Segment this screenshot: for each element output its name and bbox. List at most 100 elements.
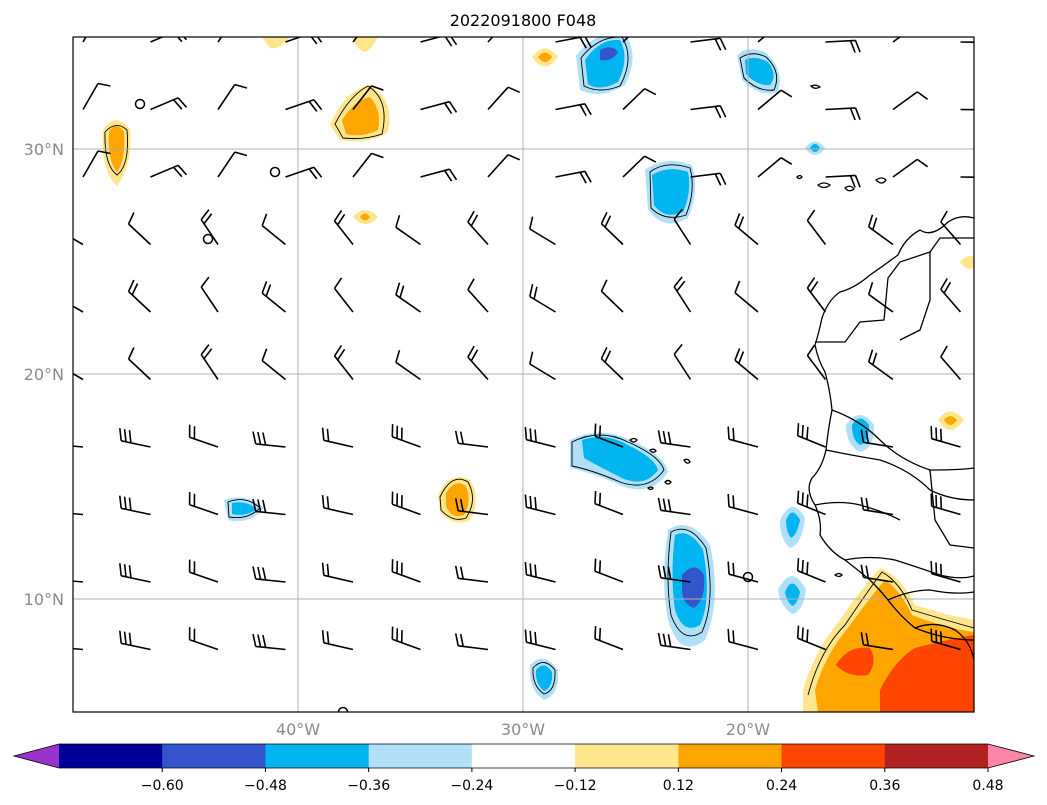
wind-barb bbox=[806, 344, 827, 380]
wind-barb bbox=[119, 428, 151, 448]
coastlines bbox=[134, 84, 974, 712]
wind-barb bbox=[395, 214, 421, 246]
wind-barb bbox=[217, 151, 248, 178]
neg-area-3-core bbox=[652, 169, 690, 215]
colorbar-extend-high bbox=[988, 744, 1034, 768]
wind-barb bbox=[657, 497, 691, 516]
wind-barb bbox=[188, 559, 219, 583]
wind-barb bbox=[252, 633, 286, 651]
lon-label-20w: 20°W bbox=[726, 720, 770, 739]
wind-barb bbox=[420, 100, 458, 115]
wind-barb bbox=[930, 561, 961, 583]
colorbar-tick-label: 0.48 bbox=[972, 778, 1003, 794]
wind-barb bbox=[352, 85, 384, 110]
wind-barb bbox=[796, 558, 826, 583]
colorbar-segment bbox=[575, 744, 679, 768]
colorbar-segment bbox=[265, 744, 370, 768]
wind-barb bbox=[321, 562, 354, 583]
wind-barb bbox=[261, 281, 287, 313]
wind-barb bbox=[622, 37, 630, 43]
colorbar-segment bbox=[368, 744, 473, 768]
colorbar-segment bbox=[678, 744, 783, 768]
wind-barb bbox=[395, 349, 421, 381]
wind-barb bbox=[825, 174, 861, 188]
colorbar-tick-label: −0.12 bbox=[554, 778, 597, 794]
lon-label-30w: 30°W bbox=[501, 720, 545, 739]
wind-barb bbox=[391, 424, 421, 448]
wind-barb bbox=[150, 37, 188, 43]
wind-barb bbox=[529, 284, 556, 313]
wind-barb bbox=[321, 427, 354, 448]
wind-barb bbox=[960, 176, 974, 179]
wind-barb bbox=[860, 497, 894, 516]
wind-barb bbox=[796, 423, 826, 448]
lat-label-30n: 30°N bbox=[24, 140, 64, 159]
wind-barb bbox=[188, 492, 219, 516]
wind-barb bbox=[352, 152, 384, 178]
colorbar-tick-label: 0.24 bbox=[766, 778, 797, 794]
wind-barb bbox=[454, 633, 489, 651]
wind-barb bbox=[200, 276, 219, 313]
wind-barb bbox=[391, 559, 421, 583]
pos-area-5b bbox=[262, 37, 290, 49]
wind-barb bbox=[622, 87, 657, 111]
wind-barb bbox=[657, 632, 691, 651]
wind-barb bbox=[391, 491, 421, 516]
wind-barb bbox=[487, 37, 494, 43]
wind-barb bbox=[454, 565, 489, 583]
wind-barb bbox=[757, 89, 793, 111]
colorbar-tick-label: −0.60 bbox=[141, 778, 184, 794]
pos-area-2-core bbox=[342, 97, 379, 136]
neg-area-5-dark bbox=[682, 567, 705, 608]
pos-area-9-dark-b bbox=[880, 635, 974, 712]
wind-barb bbox=[734, 348, 759, 381]
pos-area-3-core bbox=[360, 213, 370, 221]
wind-barb bbox=[261, 348, 287, 381]
map-title: 2022091800 F048 bbox=[450, 11, 597, 30]
wind-barb bbox=[673, 343, 692, 380]
wind-barb bbox=[930, 426, 961, 448]
wind-barb bbox=[73, 372, 84, 381]
wind-barb bbox=[892, 158, 929, 178]
wind-barb bbox=[594, 491, 624, 516]
colorbar-tick-label: −0.24 bbox=[450, 778, 493, 794]
wind-barb bbox=[796, 625, 826, 651]
wind-barb bbox=[600, 279, 624, 313]
wind-barb bbox=[333, 344, 354, 380]
wind-barb bbox=[690, 172, 727, 186]
colorbar-tick-label: −0.36 bbox=[347, 778, 390, 794]
wind-barb bbox=[119, 563, 151, 583]
wind-barb bbox=[454, 430, 489, 448]
pos-area-8 bbox=[960, 256, 974, 269]
wind-barb bbox=[252, 566, 286, 583]
pos-area-4-core bbox=[538, 52, 552, 62]
latitude-labels: 30°N 20°N 10°N bbox=[24, 140, 64, 609]
map-content bbox=[73, 37, 974, 712]
colorbar-tick-label: −0.48 bbox=[244, 778, 287, 794]
wind-barb bbox=[73, 237, 84, 246]
wind-barb bbox=[673, 208, 692, 245]
wind-barb bbox=[860, 632, 894, 651]
neg-area-2-core bbox=[745, 57, 774, 86]
wind-barb bbox=[892, 91, 929, 111]
wind-barb bbox=[657, 430, 691, 448]
gridlines bbox=[73, 37, 974, 712]
wind-barb bbox=[454, 498, 489, 516]
wind-barb bbox=[119, 630, 151, 651]
wind-barb bbox=[825, 107, 861, 121]
wind-barb bbox=[524, 427, 556, 448]
contour-lines bbox=[104, 37, 974, 696]
wind-barb bbox=[555, 103, 592, 117]
wind-barb bbox=[73, 580, 84, 583]
wind-barb bbox=[600, 211, 624, 246]
wind-barb bbox=[188, 627, 219, 651]
wind-barb bbox=[594, 423, 624, 448]
wind-barb bbox=[867, 349, 894, 381]
neg-area-11-core bbox=[810, 144, 820, 152]
wind-barb bbox=[420, 168, 458, 182]
wind-barb bbox=[127, 279, 152, 313]
wind-barb bbox=[690, 105, 727, 119]
pos-area-5 bbox=[352, 37, 378, 52]
wind-barb bbox=[690, 37, 727, 51]
neg-area-4-core bbox=[582, 436, 658, 482]
